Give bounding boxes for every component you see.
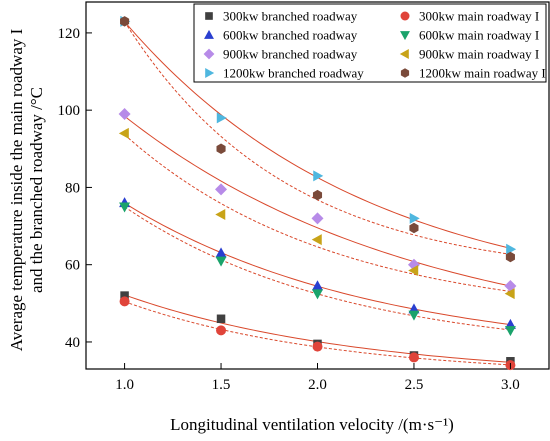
data-point — [505, 251, 515, 263]
y-axis-title-line-2: and the branched roadway /°C — [27, 87, 46, 293]
legend-marker — [400, 68, 410, 78]
legend-label: 1200kw branched roadway — [223, 66, 364, 81]
x-axis-title: Longitudinal ventilation velocity /(m·s⁻… — [170, 415, 454, 434]
y-tick-label: 120 — [58, 26, 81, 42]
data-point — [120, 16, 130, 27]
data-point — [215, 256, 227, 267]
x-tick-label: 1.0 — [115, 377, 134, 393]
data-point — [504, 279, 517, 292]
legend-label: 300kw main roadway I — [419, 9, 539, 24]
legend-marker — [204, 29, 214, 39]
fit-curve — [124, 206, 511, 331]
y-tick-label: 100 — [58, 103, 81, 119]
x-tick-label: 2.0 — [308, 377, 327, 393]
legend-marker — [203, 48, 215, 60]
data-point — [408, 264, 419, 276]
fit-curve — [124, 301, 511, 366]
data-point — [216, 112, 227, 124]
y-tick-label: 40 — [65, 335, 80, 351]
data-point — [215, 247, 227, 258]
data-point — [215, 208, 226, 220]
data-point — [118, 108, 131, 121]
legend-marker — [205, 12, 213, 20]
legend-label: 900kw main roadway I — [419, 47, 539, 62]
data-point — [408, 310, 420, 321]
legend-label: 300kw branched roadway — [223, 9, 358, 24]
x-tick-label: 1.5 — [212, 377, 231, 393]
data-point — [504, 326, 516, 337]
x-tick-label: 3.0 — [501, 377, 520, 393]
legend-label: 900kw branched roadway — [223, 47, 358, 62]
data-point — [216, 143, 226, 155]
data-point — [216, 314, 226, 324]
legend-label: 1200kw main roadway I — [419, 66, 546, 81]
y-axis-title-line-1: Average temperature inside the main road… — [7, 28, 26, 351]
data-point — [216, 325, 227, 336]
data-point — [312, 280, 323, 291]
data-point — [504, 288, 515, 300]
legend-marker — [400, 31, 410, 41]
legend-marker — [400, 11, 410, 21]
legend-marker — [399, 49, 409, 59]
data-point — [312, 189, 323, 201]
data-point — [312, 289, 323, 300]
fit-curve — [124, 115, 511, 287]
data-point — [409, 222, 419, 234]
y-tick-label: 60 — [65, 258, 80, 274]
data-point — [118, 127, 129, 139]
data-point — [119, 202, 131, 213]
x-tick-label: 2.5 — [405, 377, 424, 393]
data-point — [119, 296, 130, 307]
fit-curve — [124, 134, 511, 292]
fit-curve — [124, 294, 511, 363]
data-point — [311, 212, 324, 225]
legend-label: 600kw branched roadway — [223, 28, 358, 43]
data-point — [313, 170, 324, 182]
data-point — [409, 212, 420, 224]
data-point — [120, 291, 129, 300]
legend-marker — [205, 68, 215, 78]
legend-box — [193, 3, 547, 83]
data-point — [215, 183, 228, 196]
data-point — [311, 234, 322, 246]
data-point — [506, 243, 517, 255]
y-tick-label: 80 — [65, 180, 80, 196]
data-point — [312, 341, 323, 352]
legend-label: 600kw main roadway I — [419, 28, 539, 43]
data-point — [408, 352, 419, 363]
